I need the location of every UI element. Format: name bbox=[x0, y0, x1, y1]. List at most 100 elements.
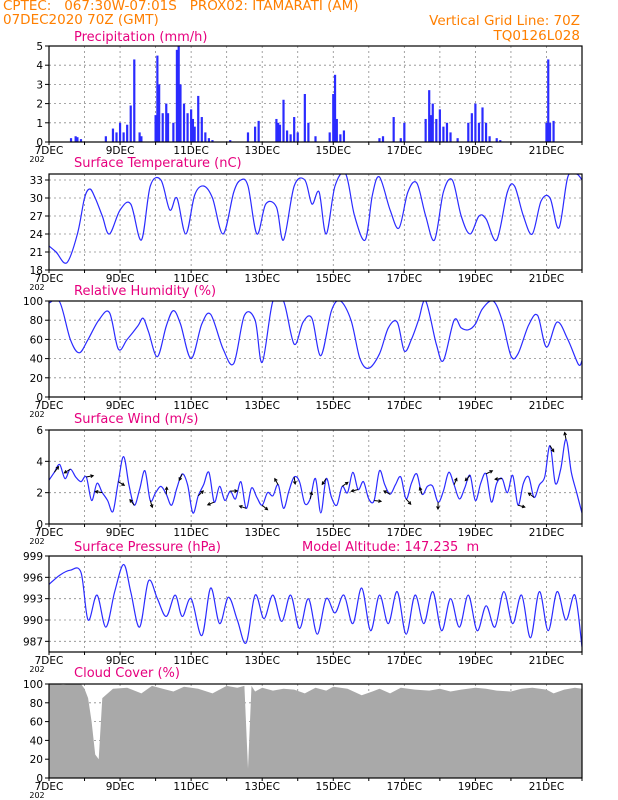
y-tick-label: 996 bbox=[23, 572, 43, 584]
y-tick-label: 0 bbox=[36, 392, 43, 404]
x-tick-label: 7DEC bbox=[35, 781, 64, 793]
precip-bar bbox=[229, 140, 232, 142]
precip-bar bbox=[191, 118, 195, 142]
precip-bar bbox=[449, 132, 452, 142]
header-model-code: TQ0126L028 bbox=[493, 28, 580, 44]
wind-arrow-head bbox=[200, 490, 205, 494]
y-tick-label: 20 bbox=[30, 754, 43, 766]
precip-bar bbox=[545, 122, 548, 142]
y-tick-label: 4 bbox=[36, 60, 43, 72]
panel-title-temperature: Surface Temperature (nC) bbox=[74, 156, 242, 171]
y-tick-label: 2 bbox=[36, 488, 43, 500]
y-tick-label: 18 bbox=[30, 265, 43, 277]
precip-bar bbox=[200, 117, 203, 142]
precip-bar bbox=[429, 115, 433, 142]
y-tick-label: 999 bbox=[23, 551, 43, 563]
x-tick-label: 13DEC bbox=[244, 527, 279, 539]
x-tick-label: 13DEC bbox=[244, 273, 279, 285]
panel-frame bbox=[48, 300, 583, 398]
x-tick-label: 21DEC bbox=[529, 273, 564, 285]
x-tick-label: 19DEC bbox=[458, 655, 493, 667]
precip-bar bbox=[207, 138, 210, 142]
x-tick-label: 15DEC bbox=[316, 273, 351, 285]
y-tick-label: 60 bbox=[30, 334, 43, 346]
precip-bar bbox=[431, 103, 434, 142]
precip-bar bbox=[328, 132, 331, 142]
y-tick-label: 0 bbox=[36, 519, 43, 531]
x-tick-label: 19DEC bbox=[458, 400, 493, 412]
x-tick-label: 11DEC bbox=[173, 527, 208, 539]
panel-title-pressure: Surface Pressure (hPa) bbox=[74, 540, 221, 555]
panel-cloud-cover: 0 20 40 60 80 100 7DEC 9DEC 11DEC 13DEC 15DEC 17DEC… bbox=[23, 679, 583, 800]
precip-bar bbox=[156, 55, 159, 142]
precip-bar bbox=[403, 122, 406, 142]
precip-bar bbox=[282, 99, 285, 142]
wind-arrow-head bbox=[264, 506, 269, 511]
wind-arrow-head bbox=[436, 506, 440, 511]
precip-bar bbox=[488, 136, 491, 142]
x-tick-label: 11DEC bbox=[173, 145, 208, 157]
precip-bar bbox=[333, 74, 337, 142]
y-tick-label: 80 bbox=[30, 315, 43, 327]
x-tick-label: 21DEC bbox=[529, 655, 564, 667]
wind-arrow-head bbox=[494, 477, 499, 481]
wind-arrow bbox=[239, 505, 247, 509]
wind-arrow-head bbox=[55, 465, 60, 470]
wind-arrow-head bbox=[164, 486, 169, 491]
precip-bar bbox=[74, 136, 77, 142]
wind-arrow-head bbox=[383, 490, 387, 494]
y-tick-label: 4 bbox=[36, 456, 43, 468]
y-tick-label: 3 bbox=[36, 79, 43, 91]
precip-bar bbox=[399, 138, 402, 142]
cloud-cover-area bbox=[49, 684, 582, 778]
x-year-label: 202 bbox=[29, 155, 44, 164]
wind-arrow bbox=[53, 466, 59, 473]
precip-bar bbox=[438, 109, 441, 142]
precip-bar bbox=[285, 130, 289, 142]
x-tick-label: 7DEC bbox=[35, 400, 64, 412]
precip-bar bbox=[481, 107, 484, 142]
wind-arrow-head bbox=[63, 470, 68, 474]
wind-arrow-head bbox=[178, 477, 183, 482]
precip-bar bbox=[378, 138, 381, 142]
wind-arrow-head bbox=[321, 481, 326, 486]
precip-bar bbox=[118, 122, 122, 142]
precip-bar bbox=[133, 59, 136, 142]
precip-bar bbox=[548, 122, 552, 142]
humidity-series-line bbox=[49, 301, 582, 369]
wind-arrow bbox=[149, 500, 153, 508]
precip-bar bbox=[303, 94, 306, 142]
x-tick-label: 19DEC bbox=[458, 527, 493, 539]
precip-bar bbox=[190, 109, 193, 142]
precip-bar bbox=[339, 134, 342, 142]
wind-arrow-head bbox=[454, 477, 458, 482]
wind-arrow-head bbox=[464, 477, 469, 482]
wind-arrow bbox=[207, 501, 215, 506]
wind-arrow-head bbox=[90, 474, 95, 478]
precip-bar bbox=[477, 122, 481, 142]
wind-arrow bbox=[464, 475, 471, 481]
wind-arrow-head bbox=[129, 498, 133, 503]
y-tick-label: 21 bbox=[30, 247, 43, 259]
precip-bar bbox=[277, 122, 280, 142]
y-tick-label: 5 bbox=[36, 41, 43, 53]
x-tick-label: 9DEC bbox=[106, 655, 135, 667]
precip-bar bbox=[456, 138, 459, 142]
panel-frame bbox=[48, 429, 583, 525]
wind-arrow-head bbox=[378, 499, 383, 503]
precip-bar bbox=[115, 132, 118, 142]
x-year-label: 202 bbox=[29, 537, 44, 546]
precip-bar bbox=[307, 122, 310, 142]
y-tick-label: 0 bbox=[36, 773, 43, 785]
y-tick-label: 990 bbox=[23, 615, 43, 627]
wind-arrow-head bbox=[94, 490, 99, 494]
x-tick-label: 13DEC bbox=[244, 400, 279, 412]
wind-arrow bbox=[197, 490, 204, 497]
precip-bar bbox=[122, 132, 125, 142]
x-tick-label: 17DEC bbox=[387, 273, 422, 285]
wind-arrow bbox=[351, 489, 359, 492]
x-tick-label: 17DEC bbox=[387, 527, 422, 539]
x-tick-label: 7DEC bbox=[35, 527, 64, 539]
wind-arrow bbox=[321, 478, 327, 485]
precip-bar bbox=[275, 118, 278, 142]
